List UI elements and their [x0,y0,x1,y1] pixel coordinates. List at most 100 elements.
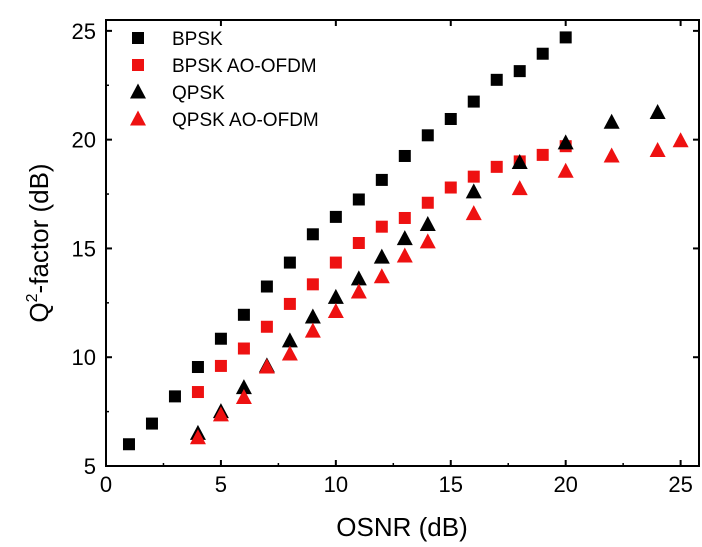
data-point [559,31,572,44]
x-tick-labels: 0 5 10 15 20 25 [100,472,693,497]
data-point [557,134,574,150]
data-point [396,247,413,263]
data-point [168,390,181,403]
legend: BPSK BPSK AO-OFDM QPSK QPSK AO-OFDM [130,29,319,131]
y-tick-labels: 5 10 15 20 25 [72,19,96,479]
data-point [260,320,273,333]
data-point [235,388,252,404]
data-point [511,154,528,170]
data-point [214,332,227,345]
x-tick-label: 10 [324,472,348,497]
data-point [212,406,229,422]
data-point [189,429,206,445]
x-tick-label: 15 [439,472,463,497]
data-point [398,149,411,162]
x-tick-label: 20 [553,472,577,497]
series-3 [189,132,689,445]
data-point [350,283,367,299]
data-point [465,205,482,221]
data-point [306,278,319,291]
y-axis-title-superscript: 2 [24,293,41,302]
x-tick-label: 5 [215,472,227,497]
data-point [306,228,319,241]
data-point [352,193,365,206]
data-point [467,170,480,183]
y-tick-label: 10 [72,345,96,370]
data-point [649,142,666,158]
data-point [444,181,457,194]
data-point [145,417,158,430]
data-point [375,220,388,233]
data-point [329,256,342,269]
data-point [536,47,549,60]
x-tick-label: 0 [100,472,112,497]
data-point [281,332,298,348]
data-point [235,379,252,395]
legend-label: QPSK [172,83,225,104]
data-point [419,216,436,232]
data-point [557,162,574,178]
legend-label: BPSK [172,29,223,50]
data-point [214,359,227,372]
axis-ticks [105,20,699,467]
data-point [191,386,204,399]
data-point [237,308,250,321]
y-axis-title-rest: -factor (dB) [24,163,54,293]
data-point [283,297,296,310]
data-point [465,183,482,199]
data-point [373,248,390,264]
y-tick-label: 15 [72,236,96,261]
data-point [421,129,434,142]
plot-frame [105,19,700,467]
data-point [649,103,666,119]
data-point [603,147,620,163]
data-point [304,308,321,324]
data-point [237,342,250,355]
y-axis-title: Q2-factor (dB) [24,163,54,322]
data-point [603,113,620,129]
series-0 [122,31,572,451]
data-point [419,233,436,249]
data-point [672,132,689,148]
data-point [122,438,135,451]
data-point [513,65,526,78]
data-point [283,256,296,269]
data-point [421,196,434,209]
data-point [304,322,321,338]
data-point [327,303,344,319]
data-markers [122,31,689,451]
legend-marker [130,110,146,126]
data-point [352,237,365,249]
data-point [536,148,549,161]
plot-area [105,19,700,467]
data-point [258,358,275,374]
y-tick-label: 20 [72,128,96,153]
y-tick-label: 5 [84,454,96,479]
legend-label: BPSK AO-OFDM [172,56,317,77]
data-point [373,268,390,284]
data-point [329,210,342,223]
x-axis-title: OSNR (dB) [336,512,467,542]
y-tick-label: 25 [72,19,96,44]
data-point [375,173,388,186]
data-point [281,345,298,361]
data-point [511,180,528,196]
data-point [490,73,503,86]
legend-marker [130,83,146,99]
series-2 [189,103,666,440]
legend-marker [132,59,144,71]
data-point [191,361,204,374]
legend-label: QPSK AO-OFDM [172,110,319,131]
y-axis-title-main: Q [24,302,54,322]
legend-marker [132,32,144,44]
data-point [467,95,480,108]
data-point [444,112,457,125]
data-point [490,160,503,173]
x-tick-label: 25 [668,472,692,497]
data-point [398,211,411,224]
data-point [327,288,344,304]
data-point [396,230,413,246]
data-point [350,270,367,286]
data-point [260,280,273,293]
